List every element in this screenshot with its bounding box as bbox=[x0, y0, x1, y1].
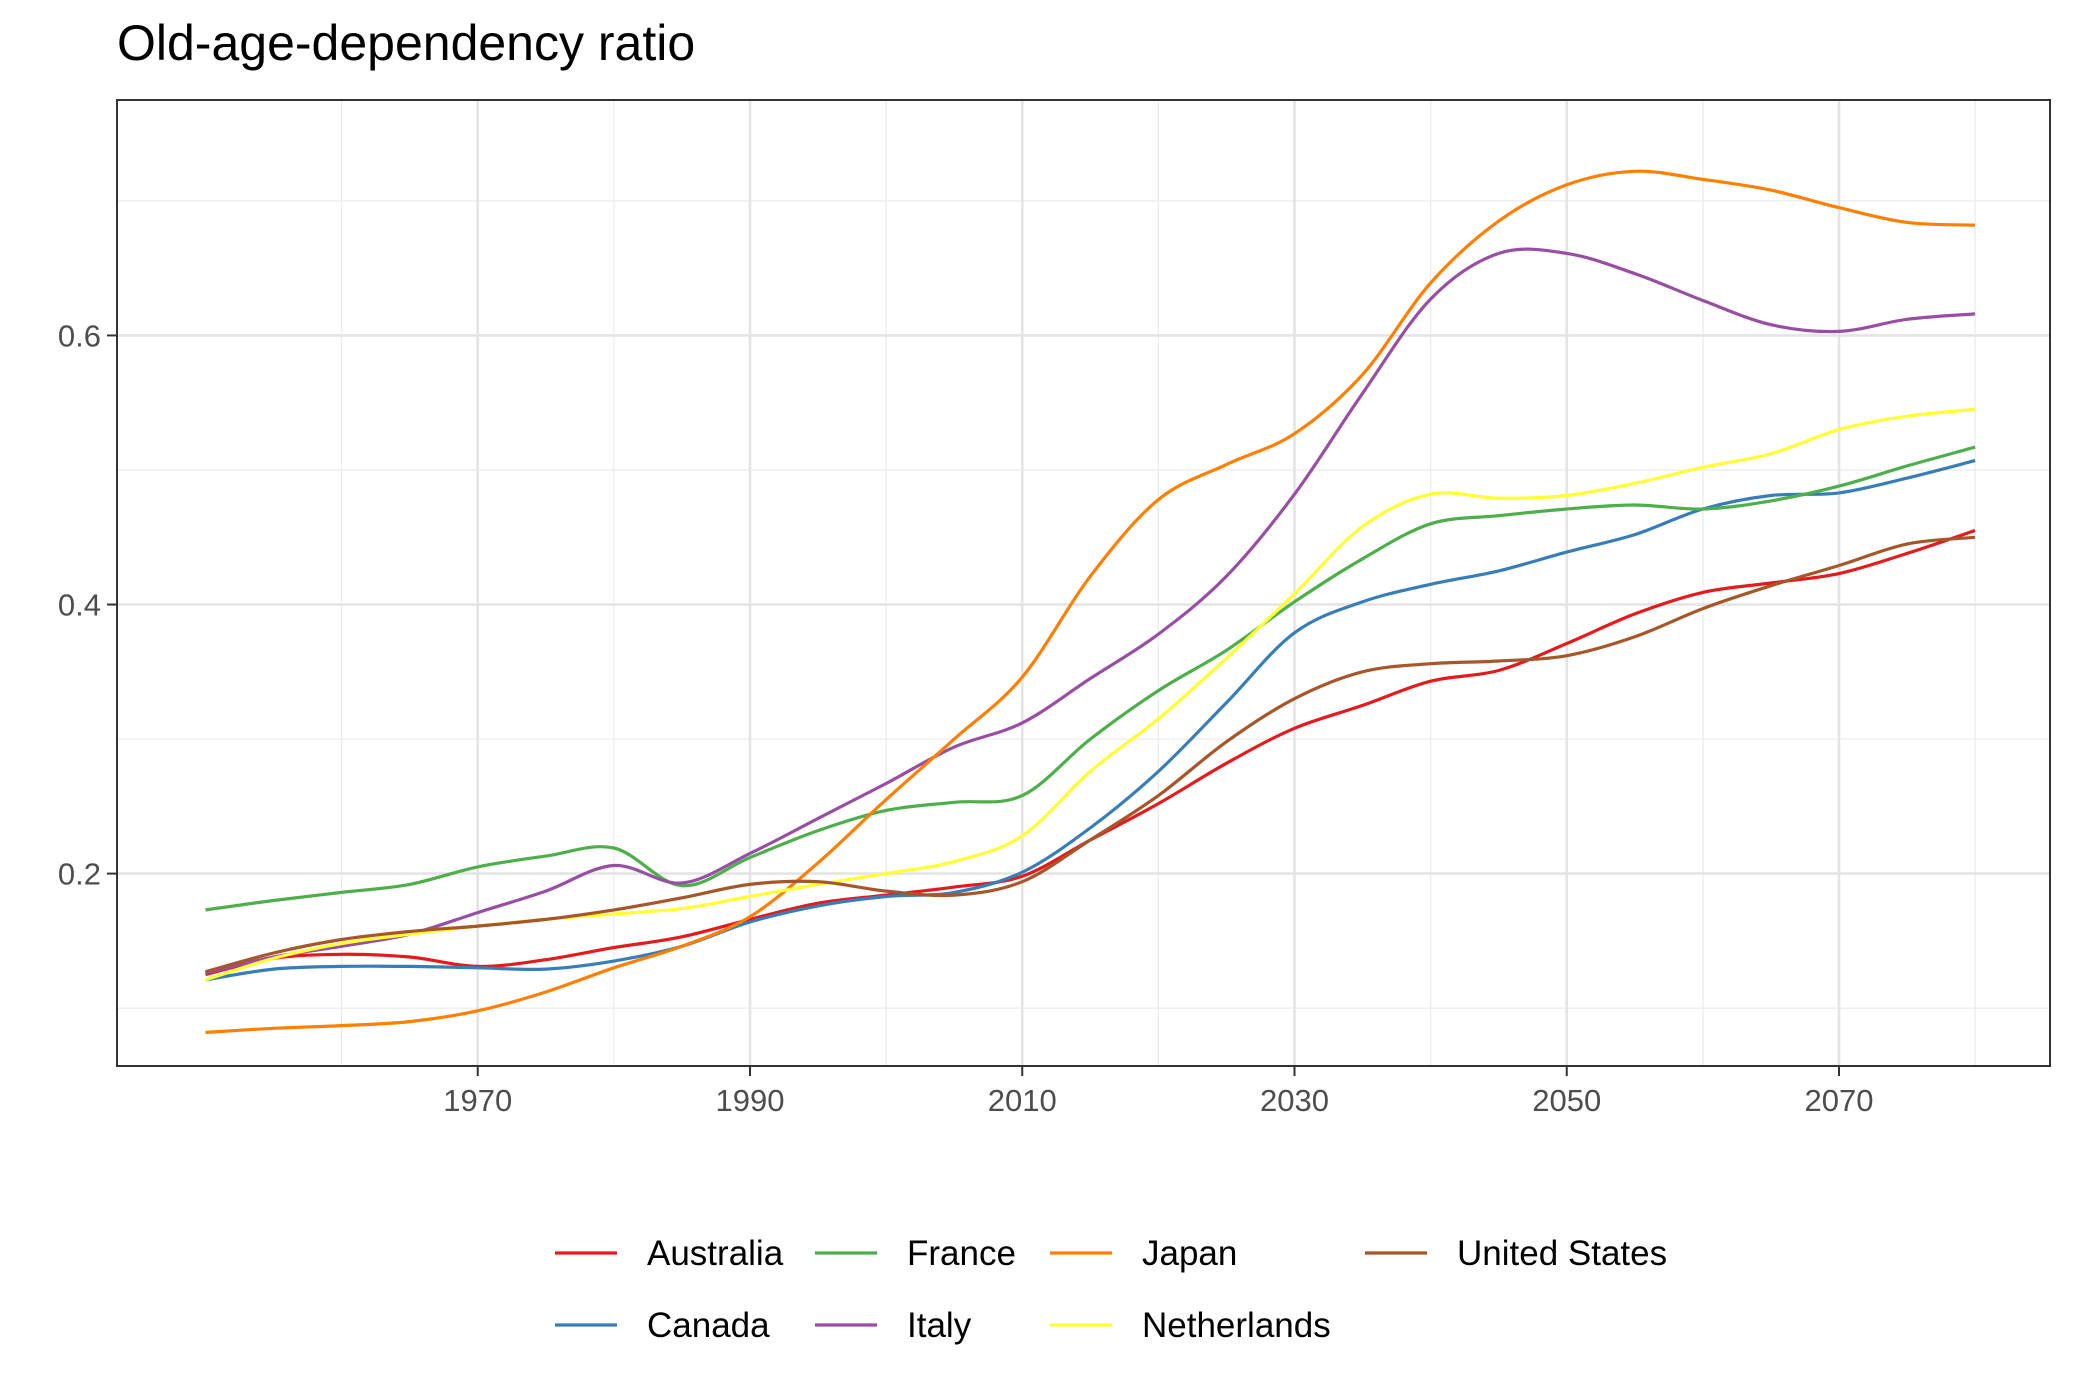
series-line-united-states bbox=[205, 535, 1976, 974]
plot-frame bbox=[116, 99, 2051, 1067]
legend-label: Canada bbox=[647, 1306, 770, 1345]
series-line-france bbox=[205, 445, 1976, 912]
series-lines bbox=[205, 169, 1976, 1034]
y-axis: 0.2 0.4 0.6 bbox=[58, 318, 117, 892]
x-tick-label: 1970 bbox=[443, 1083, 512, 1118]
legend-item-australia: Australia bbox=[555, 1234, 784, 1273]
x-axis: 1970 1990 2010 2030 2050 2070 bbox=[443, 1066, 1873, 1118]
series-line-italy bbox=[205, 247, 1976, 975]
series-line-japan bbox=[205, 169, 1976, 1034]
legend-item-italy: Italy bbox=[815, 1306, 972, 1345]
legend: Australia Canada France Italy Japan Netherlan… bbox=[555, 1234, 1667, 1345]
x-tick-label: 2030 bbox=[1260, 1083, 1329, 1118]
chart-title: Old-age-dependency ratio bbox=[117, 15, 696, 71]
legend-item-france: France bbox=[815, 1234, 1016, 1273]
y-tick-label: 0.6 bbox=[58, 318, 101, 353]
major-grid bbox=[117, 100, 2050, 1066]
x-tick-label: 2050 bbox=[1532, 1083, 1601, 1118]
legend-label: Netherlands bbox=[1142, 1306, 1331, 1345]
minor-grid bbox=[117, 100, 2050, 1066]
legend-item-canada: Canada bbox=[555, 1306, 770, 1345]
legend-item-netherlands: Netherlands bbox=[1050, 1306, 1331, 1345]
y-tick-label: 0.2 bbox=[58, 857, 101, 892]
legend-label: United States bbox=[1457, 1234, 1667, 1273]
legend-label: Australia bbox=[647, 1234, 784, 1273]
series-line-canada bbox=[205, 459, 1976, 982]
legend-item-united-states: United States bbox=[1365, 1234, 1667, 1273]
x-tick-label: 2010 bbox=[988, 1083, 1057, 1118]
x-tick-label: 2070 bbox=[1805, 1083, 1874, 1118]
legend-label: France bbox=[907, 1234, 1016, 1273]
x-tick-label: 1990 bbox=[716, 1083, 785, 1118]
y-tick-label: 0.4 bbox=[58, 588, 101, 623]
legend-item-japan: Japan bbox=[1050, 1234, 1237, 1273]
legend-label: Japan bbox=[1142, 1234, 1237, 1273]
legend-label: Italy bbox=[907, 1306, 972, 1345]
